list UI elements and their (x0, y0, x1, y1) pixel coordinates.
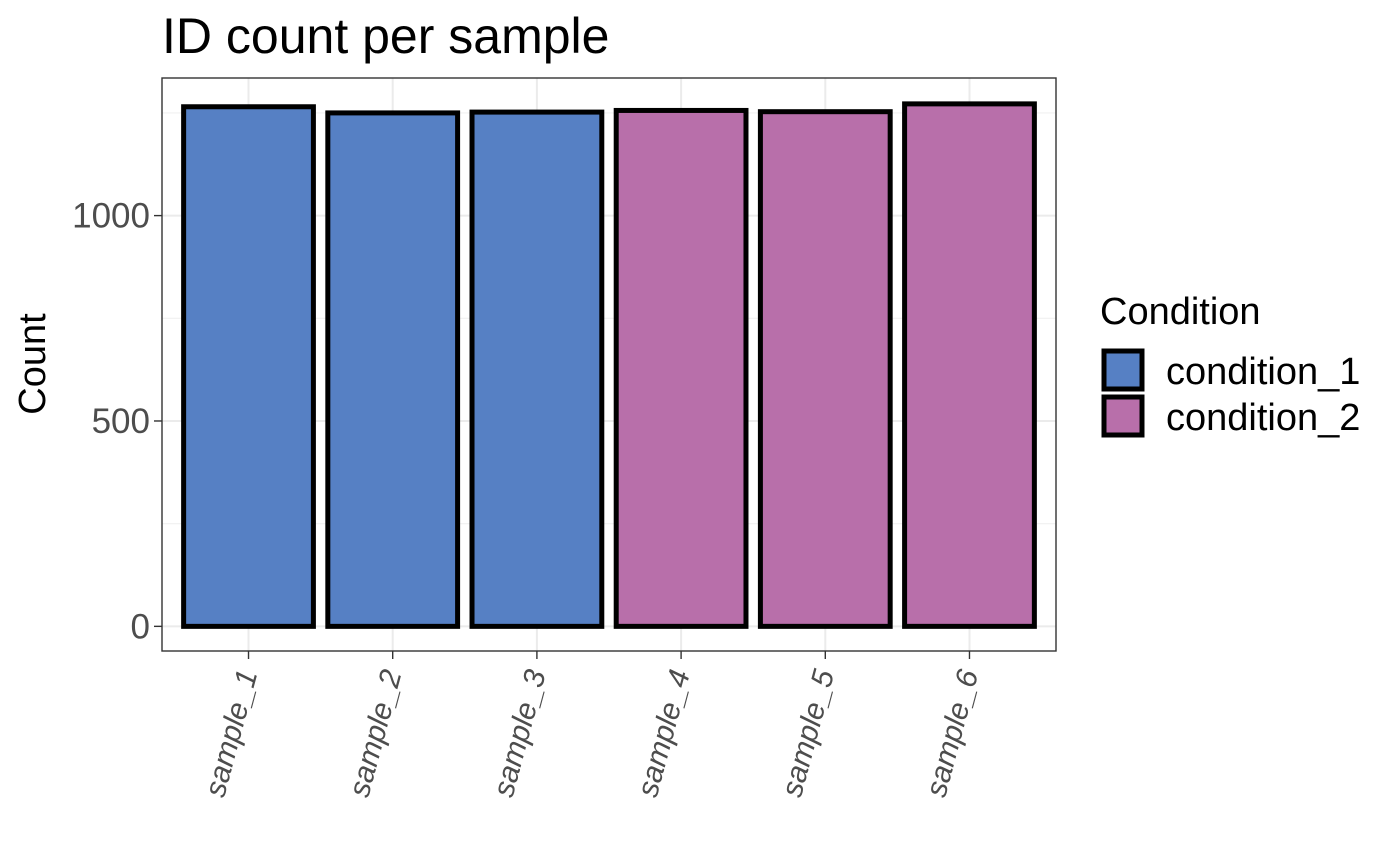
plot-border (161, 77, 1057, 652)
x-tick-label: sample_2 (343, 666, 409, 800)
x-axis: sample_1 sample_2 sample_3 sample_4 sample_5… (199, 651, 986, 800)
y-axis: 0 500 1000 (72, 197, 162, 646)
bars (181, 101, 1037, 629)
y-tick-label: 1000 (72, 197, 150, 236)
bar-sample_1 (181, 104, 316, 629)
y-axis-label: Count (12, 313, 54, 415)
x-tick-label: sample_3 (487, 666, 553, 800)
x-tick-label: sample_6 (920, 666, 986, 800)
chart-title: ID count per sample (162, 8, 609, 64)
legend-label-condition_1: condition_1 (1166, 351, 1360, 393)
x-tick-label: sample_1 (199, 666, 265, 800)
legend-label-condition_2: condition_2 (1166, 397, 1360, 439)
legend-title: Condition (1100, 291, 1261, 333)
y-tick-label: 500 (92, 402, 150, 441)
bar-sample_6 (902, 101, 1037, 629)
y-tick-label: 0 (131, 607, 150, 646)
legend-swatch-condition_1 (1101, 348, 1145, 392)
legend-swatch-condition_2 (1101, 394, 1145, 438)
plot-panel (161, 77, 1057, 652)
bar-sample_5 (757, 109, 893, 629)
x-tick-label: sample_5 (776, 666, 842, 800)
bar-sample_2 (325, 110, 461, 629)
bar-sample_4 (613, 107, 749, 629)
bar-sample_3 (469, 109, 605, 629)
x-tick-label: sample_4 (631, 666, 697, 800)
